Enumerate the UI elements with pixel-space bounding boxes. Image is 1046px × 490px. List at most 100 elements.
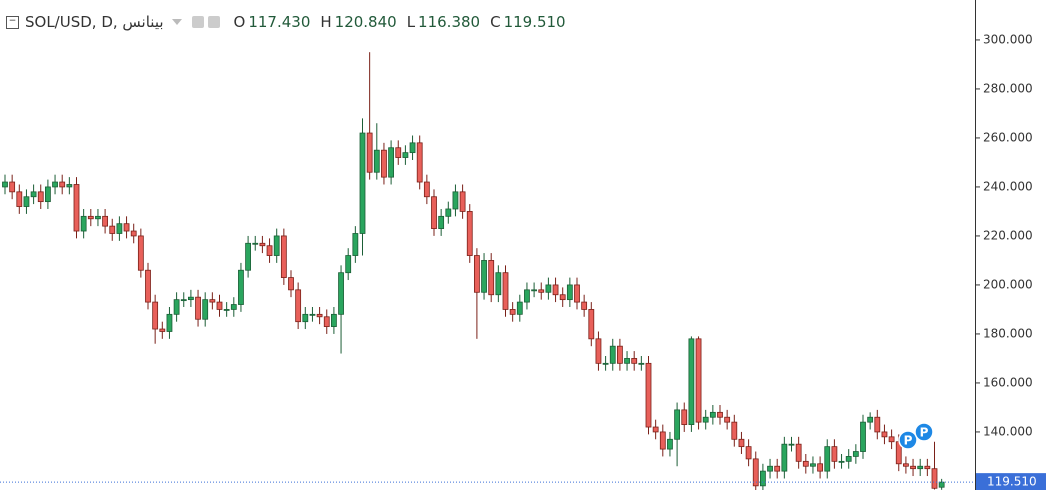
candle-body	[9, 181, 16, 193]
candle-body	[938, 481, 945, 488]
candle-body	[602, 362, 609, 365]
y-tick-label: 200.000	[983, 277, 1033, 291]
dropdown-arrow[interactable]	[171, 19, 182, 25]
candle-body	[431, 196, 437, 229]
candle-body	[752, 458, 759, 487]
high-key: H	[320, 13, 332, 31]
candle-body	[624, 358, 630, 364]
settings-icon[interactable]	[207, 16, 220, 28]
candle-body	[509, 309, 516, 315]
open-key: O	[233, 13, 246, 31]
candle-body	[459, 191, 466, 212]
candle-body	[145, 269, 151, 303]
marker-label: P	[920, 426, 929, 440]
candle-body	[59, 181, 66, 188]
candle-body	[802, 460, 809, 467]
candle-body	[559, 294, 566, 301]
candle-body	[781, 443, 788, 472]
candle-body	[195, 296, 201, 320]
candle-body	[516, 301, 523, 315]
low-value: 116.380	[418, 13, 481, 31]
candle-body	[273, 235, 280, 256]
candle-body	[774, 465, 781, 472]
candle-body	[910, 465, 916, 470]
candle-body	[674, 409, 680, 440]
candle-body	[180, 299, 187, 302]
candle-body	[581, 301, 588, 310]
candle-body	[238, 269, 244, 305]
candle-body	[66, 184, 73, 188]
candle-body	[595, 338, 602, 364]
eye-icon[interactable]	[191, 16, 204, 28]
candle-body	[917, 465, 924, 470]
candle-body	[338, 272, 344, 315]
last-price-label: 119.510	[987, 475, 1037, 489]
candle-body	[724, 416, 731, 423]
candle-body	[245, 242, 252, 271]
candle-body	[152, 301, 159, 330]
candle-body	[838, 460, 845, 463]
candle-body	[495, 272, 502, 296]
candle-body	[817, 463, 823, 472]
candle-body	[381, 149, 387, 178]
candle-body	[924, 465, 931, 470]
candle-body	[288, 277, 294, 291]
candle-body	[416, 142, 423, 183]
candle-body	[402, 152, 409, 158]
candle-body	[738, 438, 745, 448]
candle-body	[531, 289, 537, 292]
candle-body	[731, 421, 738, 440]
y-tick-label: 260.000	[983, 130, 1033, 144]
candle-body	[116, 223, 123, 234]
candle-body	[45, 186, 51, 203]
candle-body	[860, 421, 866, 452]
legend-header: − SOL/USD, D, بينانس O 117.430 H 120.840 L…	[6, 13, 566, 31]
candle-body	[538, 289, 545, 293]
candle-body	[502, 272, 509, 310]
candle-body	[316, 313, 323, 318]
candle-body	[280, 235, 287, 278]
candle-body	[652, 426, 659, 433]
candle-body	[824, 446, 831, 472]
candle-body	[688, 338, 695, 425]
symbol: SOL/USD, D, بينانس	[25, 13, 164, 31]
candle-body	[209, 299, 216, 303]
candle-body	[881, 431, 888, 438]
y-tick-label: 240.000	[983, 179, 1033, 193]
candle-body	[359, 132, 366, 234]
candle-body	[466, 211, 473, 256]
candle-body	[330, 313, 337, 327]
candle-body	[702, 416, 709, 423]
candle-body	[23, 196, 30, 207]
high-value: 120.840	[334, 13, 397, 31]
close-value: 119.510	[503, 13, 566, 31]
candle-body	[638, 362, 645, 365]
candle-body	[767, 465, 773, 472]
candle-body	[845, 456, 852, 462]
collapse-icon[interactable]: −	[6, 15, 19, 29]
candle-body	[681, 409, 688, 425]
candle-body	[309, 313, 316, 316]
candle-body	[788, 443, 795, 446]
candle-body	[30, 191, 37, 198]
candle-body	[302, 313, 309, 323]
candle-body	[852, 451, 859, 457]
candle-body	[230, 304, 237, 310]
candle-body	[16, 191, 23, 207]
candle-body	[159, 328, 166, 332]
close-key: C	[490, 13, 501, 31]
low-key: L	[406, 13, 416, 31]
candle-body	[323, 316, 330, 327]
marker-badge	[914, 422, 934, 442]
y-tick-label: 280.000	[983, 81, 1033, 95]
candle-body	[395, 147, 402, 158]
candle-body	[874, 416, 881, 433]
candle-body	[481, 260, 487, 293]
candle-body	[574, 284, 580, 303]
candle-body	[409, 142, 416, 154]
candle-body	[102, 215, 108, 227]
candle-body	[709, 411, 716, 418]
candle-body	[266, 245, 273, 256]
candle-body	[173, 299, 180, 315]
candle-body	[588, 309, 595, 340]
